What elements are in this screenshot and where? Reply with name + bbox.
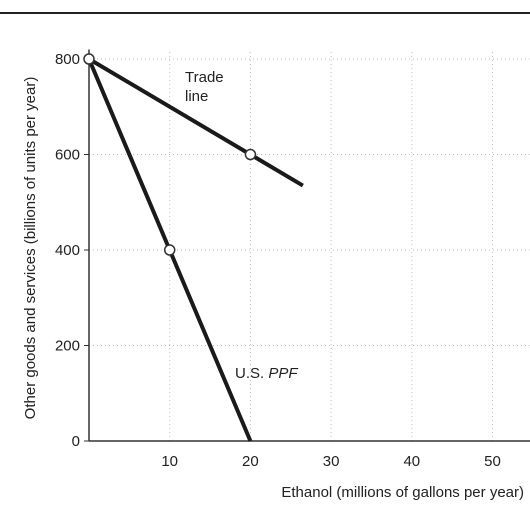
y-tick-label-400: 400 (55, 242, 80, 259)
trade-line-label: Trade line (185, 69, 228, 105)
y-tick-label-0: 0 (72, 433, 80, 450)
y-tick-label-800: 800 (55, 51, 80, 68)
series-0-marker-0 (83, 53, 95, 65)
series-markers (83, 53, 257, 256)
x-tick-label-50: 50 (484, 453, 501, 470)
series-0-marker-1 (244, 148, 257, 161)
y-tick-label-600: 600 (55, 147, 80, 164)
x-axis-label: Ethanol (millions of gallons per year) (281, 484, 524, 501)
x-tick-label-30: 30 (323, 453, 340, 470)
x-tick-label-40: 40 (403, 453, 420, 470)
gridlines (89, 49, 530, 441)
ppf-label-italic: PPF (268, 365, 298, 382)
trade-line-label-word2: line (185, 88, 208, 105)
trade-line-label-word1: Trade (185, 69, 224, 86)
ppf-label-prefix: U.S. (235, 365, 268, 382)
y-tick-label-200: 200 (55, 338, 80, 355)
axes (88, 49, 530, 442)
y-axis-label: Other goods and services (billions of un… (22, 77, 39, 420)
x-tick-label-10: 10 (161, 453, 178, 470)
ppf-label: U.S. PPF (235, 365, 298, 382)
x-tick-label-20: 20 (242, 453, 259, 470)
series-1-marker-0 (163, 244, 176, 256)
top-rule (0, 12, 530, 14)
tick-labels: 10 20 30 40 50 0 200 400 600 800 (55, 51, 501, 470)
